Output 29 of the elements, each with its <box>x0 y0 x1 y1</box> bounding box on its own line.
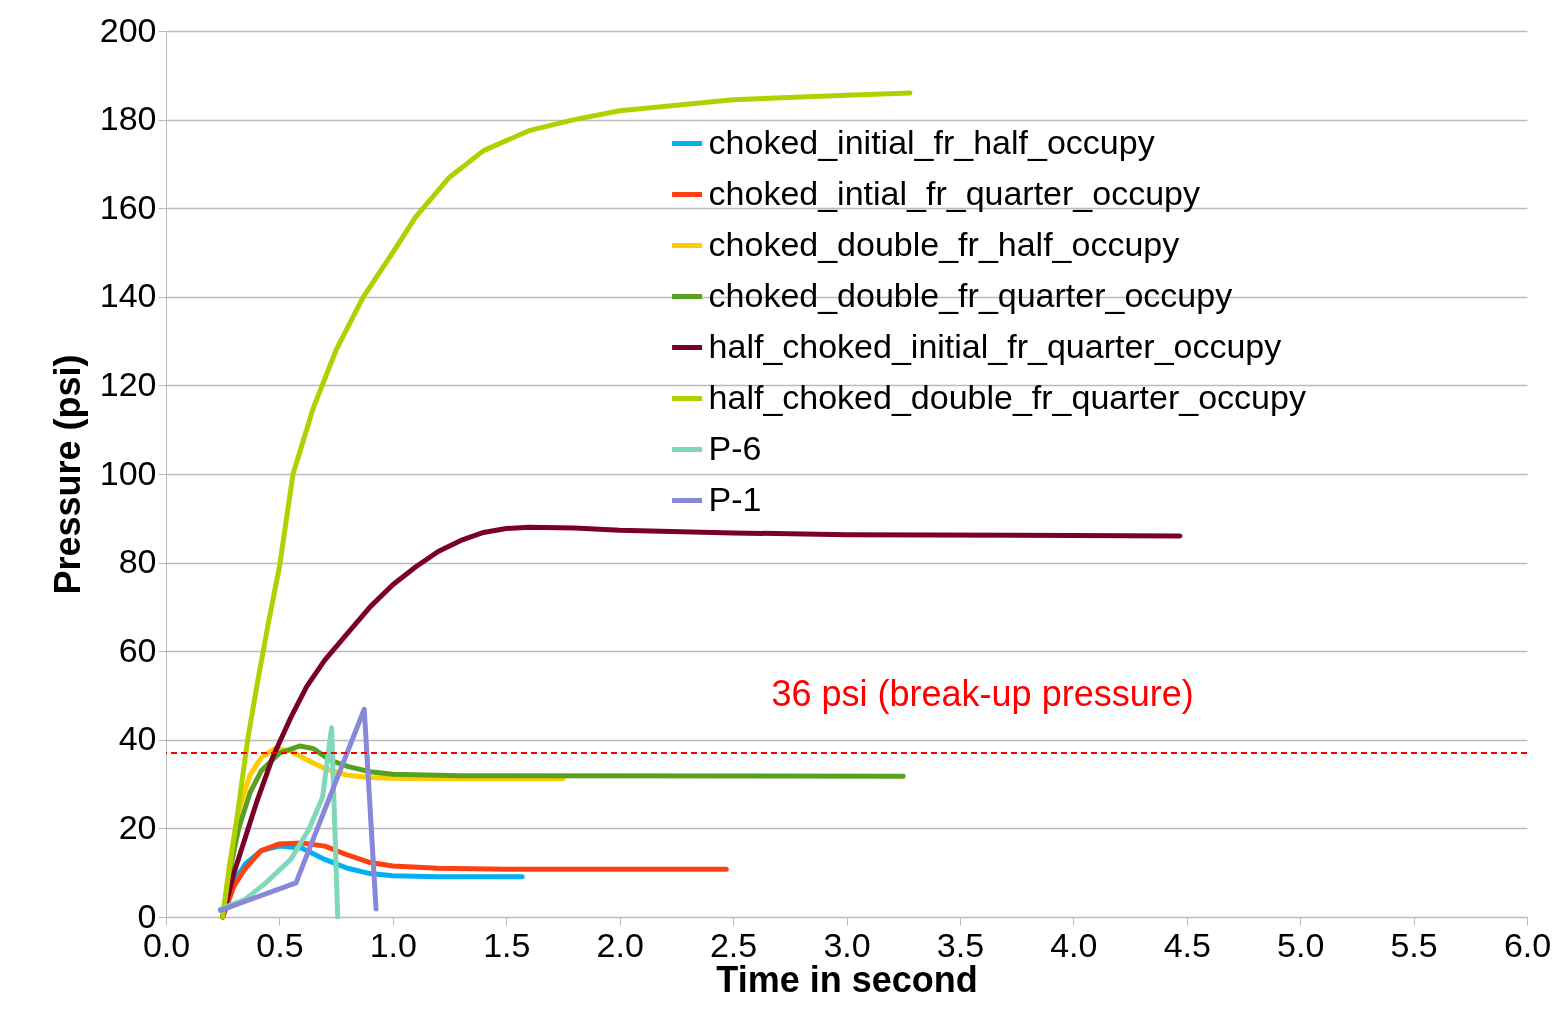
legend-label: P-6 <box>708 428 762 467</box>
y-tick-label: 180 <box>99 99 157 138</box>
x-tick-label: 6.0 <box>1503 925 1552 964</box>
y-tick-label: 60 <box>118 630 157 669</box>
y-tick-label: 40 <box>118 719 157 758</box>
x-tick-label: 1.0 <box>369 925 417 964</box>
legend-label: choked_intial_fr_quarter_occupy <box>708 173 1201 212</box>
x-tick-label: 1.5 <box>483 925 531 964</box>
x-tick-label: 4.5 <box>1163 925 1211 964</box>
y-tick-label: 20 <box>118 807 157 846</box>
x-tick-label: 5.5 <box>1390 925 1438 964</box>
x-tick-label: 4.0 <box>1050 925 1098 964</box>
y-tick-label: 160 <box>99 187 157 226</box>
legend-label: half_choked_initial_fr_quarter_occupy <box>708 326 1282 365</box>
y-tick-label: 140 <box>99 276 157 315</box>
y-axis-title: Pressure (psi) <box>46 354 88 595</box>
x-tick-label: 0.5 <box>256 925 304 964</box>
x-tick-label: 5.0 <box>1277 925 1325 964</box>
legend-label: choked_initial_fr_half_occupy <box>708 122 1155 161</box>
y-tick-label: 120 <box>99 364 157 403</box>
legend-label: choked_double_fr_half_occupy <box>708 224 1180 263</box>
y-tick-label: 80 <box>118 542 157 581</box>
legend-label: choked_double_fr_quarter_occupy <box>708 275 1233 314</box>
y-tick-label: 100 <box>99 453 157 492</box>
y-tick-label: 200 <box>99 10 157 49</box>
ref-line-label: 36 psi (break-up pressure) <box>771 673 1194 715</box>
legend-label: half_choked_double_fr_quarter_occupy <box>708 377 1306 416</box>
x-tick-label: 2.0 <box>596 925 644 964</box>
legend-label: P-1 <box>708 479 762 518</box>
